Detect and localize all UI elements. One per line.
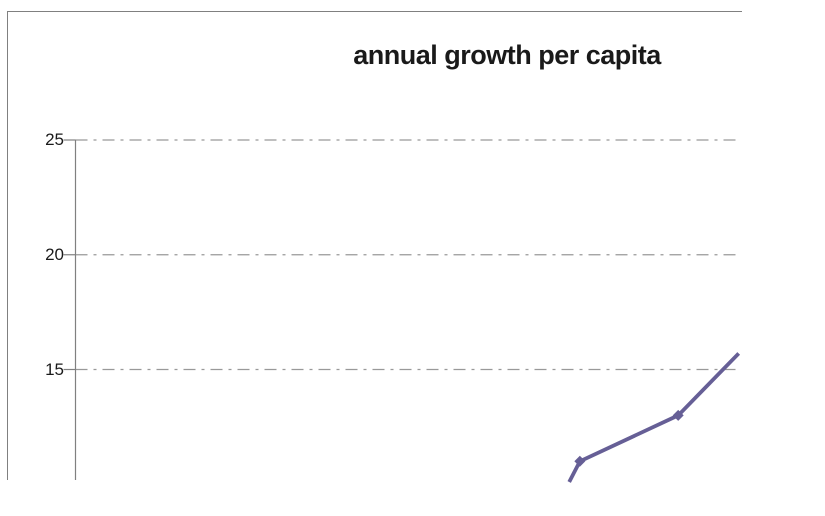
chart-title: annual growth per capita (353, 40, 661, 70)
chart-border-top (7, 11, 742, 12)
data-point-marker (574, 455, 586, 467)
data-point-marker (672, 409, 684, 421)
y-axis-label-20: 20 (45, 244, 64, 264)
data-series-line (567, 352, 741, 483)
chart-border-left (7, 11, 8, 480)
y-axis-label-15: 15 (45, 359, 64, 379)
y-axis-label-25: 25 (45, 130, 64, 149)
